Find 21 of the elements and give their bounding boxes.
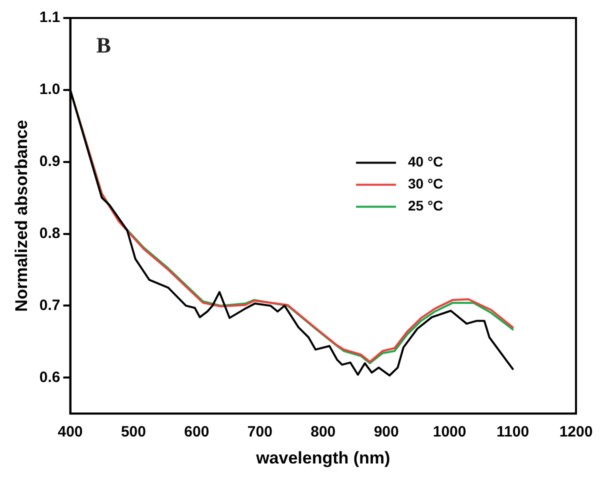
- y-tick-label: 0.6: [39, 368, 60, 386]
- x-tick-label: 800: [310, 424, 336, 441]
- x-tick-label: 600: [184, 424, 210, 441]
- legend-label: 25 °C: [408, 198, 444, 214]
- y-tick-label: 0.9: [39, 152, 60, 170]
- x-tick-label: 1100: [496, 424, 530, 441]
- x-tick-label: 700: [247, 424, 272, 441]
- x-axis-title: wavelength (nm): [255, 448, 390, 468]
- y-axis-title: Normalized absorbance: [12, 120, 31, 312]
- y-tick-label: 1.0: [39, 81, 60, 98]
- x-tick-label: 1000: [432, 424, 466, 441]
- x-tick-label: 900: [374, 424, 399, 441]
- y-tick-label: 1.1: [39, 9, 60, 26]
- annotation: B: [96, 32, 112, 58]
- legend-label: 30 °C: [408, 176, 444, 192]
- y-tick-label: 0.8: [39, 224, 60, 242]
- x-tick-label: 1200: [559, 424, 593, 441]
- x-tick-label: 500: [120, 424, 146, 441]
- legend-label: 40 °C: [408, 154, 444, 170]
- x-tick-label: 400: [58, 424, 83, 441]
- y-tick-label: 0.7: [39, 296, 60, 314]
